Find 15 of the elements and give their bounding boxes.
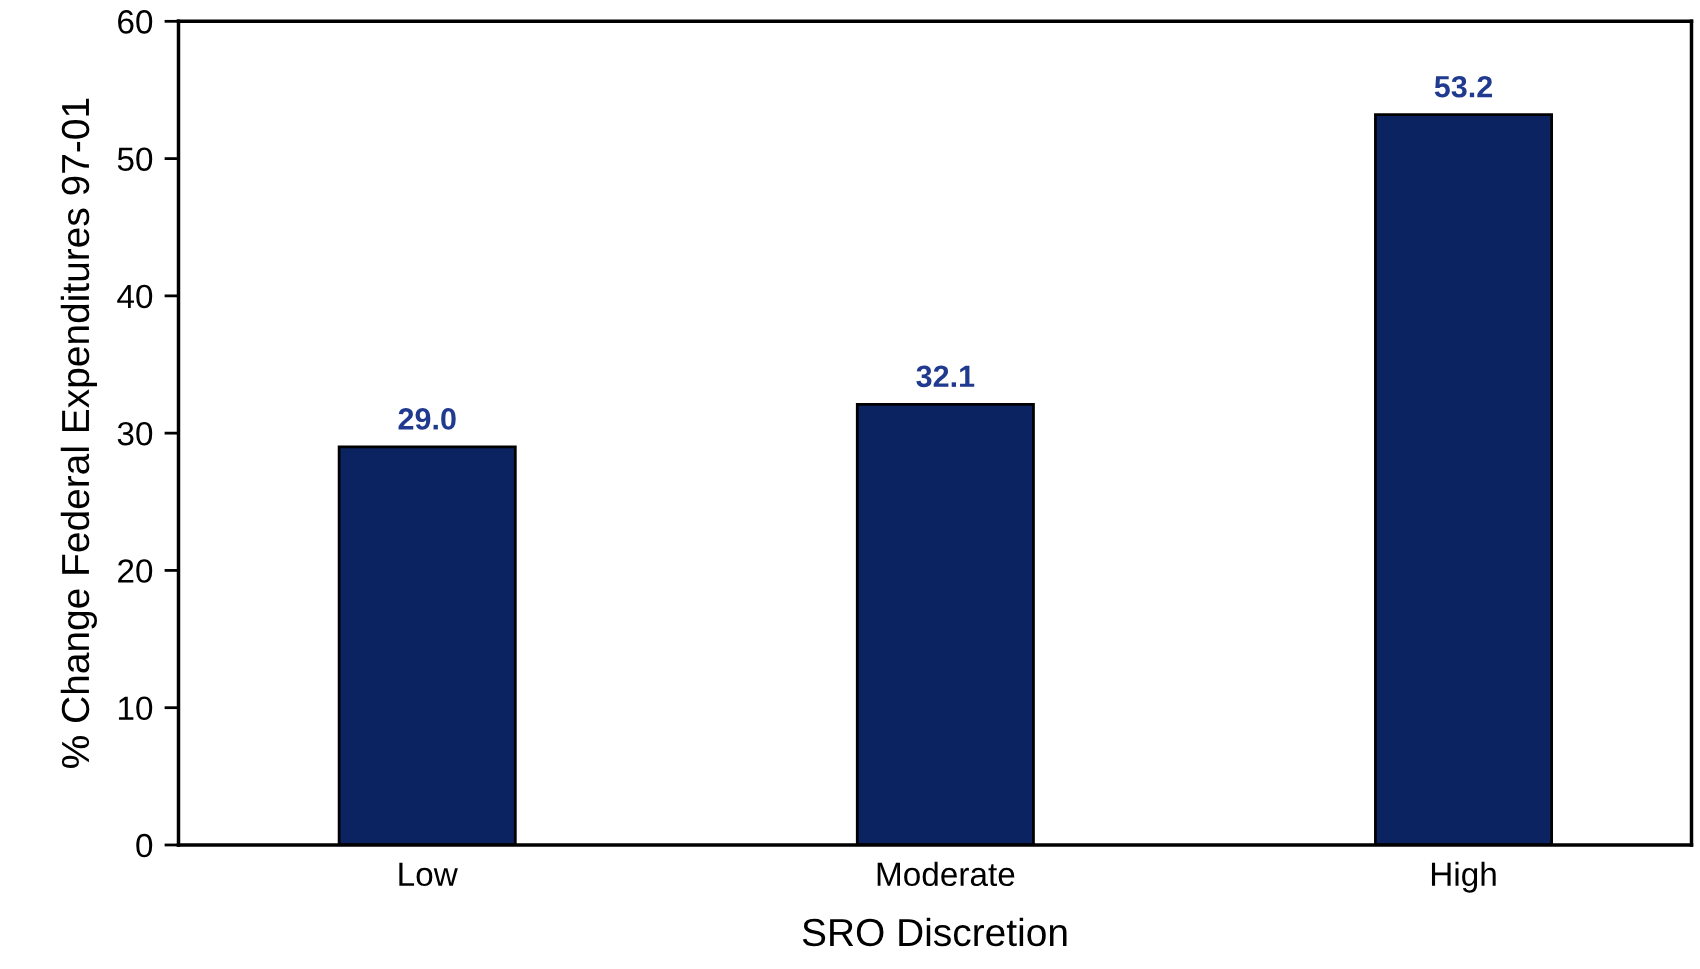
y-tick-label: 50 [117, 147, 153, 171]
data-label: 29.0 [398, 408, 456, 430]
data-label: 53.2 [1434, 75, 1493, 98]
x-axis-title: SRO Discretion [802, 917, 1067, 947]
y-tick-label: 60 [118, 10, 153, 34]
y-tick-label: 30 [117, 421, 153, 446]
y-tick-label: 10 [118, 696, 153, 721]
y-tick-label: 20 [118, 559, 153, 583]
y-tick-label: 40 [117, 284, 153, 309]
y-axis-title: % Change Federal Expenditures 97-01 [60, 98, 97, 768]
y-tick-label: 0 [136, 833, 153, 858]
x-tick-label: Low [399, 862, 458, 887]
x-tick-label: High [1431, 861, 1496, 893]
data-label: 32.1 [916, 365, 975, 388]
x-tick-label: Moderate [877, 861, 1015, 887]
